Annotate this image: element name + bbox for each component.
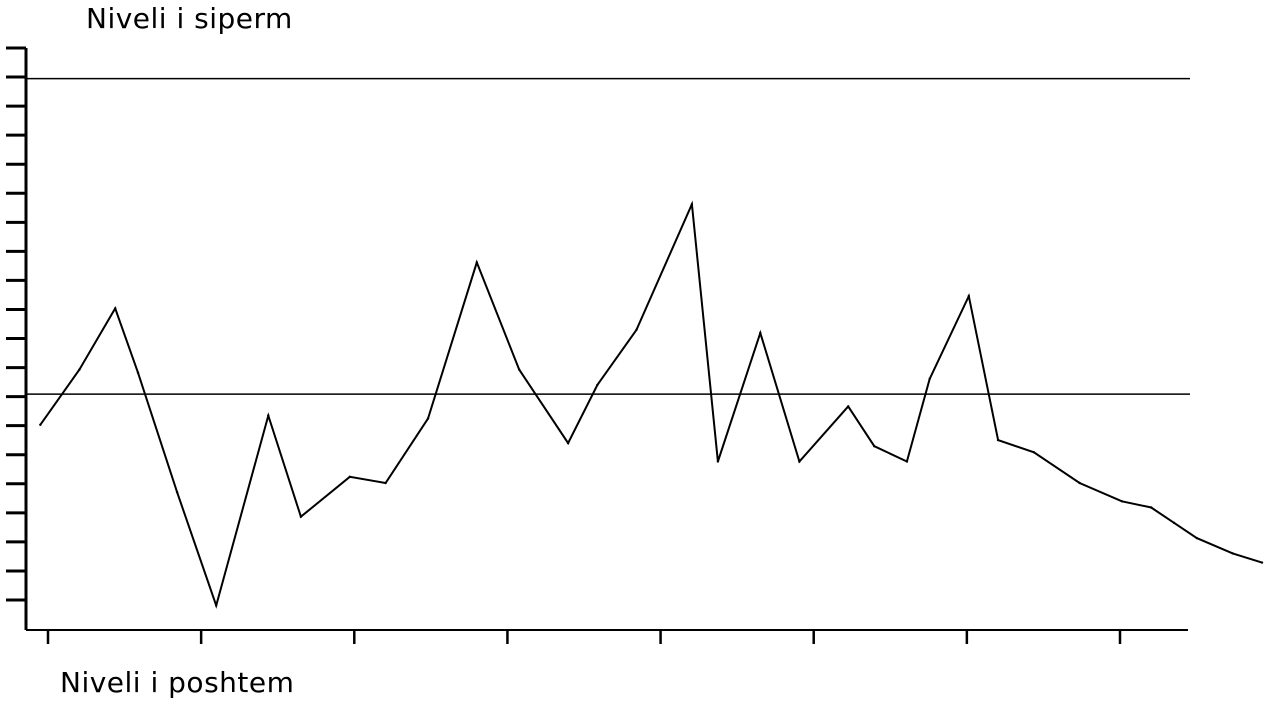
series-group [39, 200, 1264, 609]
data-point [1120, 500, 1124, 503]
data-point [635, 328, 638, 331]
data-point [905, 460, 909, 463]
data-point [1150, 506, 1153, 509]
upper-level-label: Niveli i siperm [86, 2, 293, 35]
data-point [1172, 521, 1176, 524]
data-point [475, 261, 478, 264]
data-point [996, 438, 1000, 442]
data-point [39, 423, 42, 426]
data-point [566, 441, 570, 445]
data-point [136, 371, 140, 374]
data-point [518, 368, 521, 371]
data-point [299, 515, 303, 518]
data-point [1078, 481, 1081, 485]
data-point [596, 383, 599, 387]
data-point [384, 481, 387, 485]
data-point [1032, 451, 1036, 454]
data-point [1260, 561, 1264, 564]
data-point [78, 368, 81, 371]
data-point [759, 331, 762, 335]
data-point [928, 377, 931, 380]
data-point [716, 460, 720, 463]
data-point [847, 405, 850, 408]
data-point [873, 445, 876, 448]
data-point [426, 417, 430, 420]
data-point [798, 460, 801, 463]
x-axis-ticks [46, 630, 1122, 644]
data-point [1231, 552, 1234, 555]
data-point [348, 475, 351, 478]
data-point [215, 604, 218, 607]
y-axis-ticks [6, 46, 26, 602]
data-point [267, 414, 270, 417]
lower-level-label: Niveli i poshtem [60, 666, 295, 699]
data-point [690, 203, 694, 206]
series-line [39, 200, 1263, 609]
data-point [175, 491, 179, 494]
data-point [114, 307, 117, 310]
data-point [1195, 536, 1199, 540]
data-point [967, 294, 970, 298]
